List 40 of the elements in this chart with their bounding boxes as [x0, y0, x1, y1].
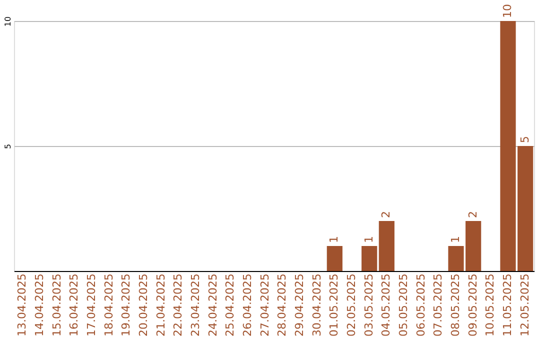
x-tick-label: 25.04.2025: [224, 274, 237, 336]
x-tick-label: 05.05.2025: [397, 274, 410, 336]
x-tick-label: 07.05.2025: [432, 274, 445, 336]
x-tick-label: 06.05.2025: [414, 274, 428, 336]
x-tick-label: 29.04.2025: [293, 274, 306, 336]
x-tick-label: 16.04.2025: [68, 274, 81, 336]
data-label: 1: [362, 236, 376, 243]
x-tick-label: 15.04.2025: [50, 274, 64, 336]
data-label: 5: [518, 136, 532, 143]
x-tick-label: 26.04.2025: [241, 274, 254, 336]
x-tick-label: 04.05.2025: [380, 274, 393, 336]
x-tick-label: 13.04.2025: [16, 274, 29, 336]
x-tick-label: 30.04.2025: [310, 274, 324, 336]
x-tick-label: 08.05.2025: [449, 274, 462, 336]
data-label: 1: [449, 236, 462, 243]
x-tick-label: 03.05.2025: [362, 274, 376, 336]
bar: [362, 246, 378, 271]
x-tick-label: 11.05.2025: [501, 274, 514, 336]
x-tick-label: 17.04.2025: [85, 274, 98, 336]
x-tick-label: 28.04.2025: [276, 274, 289, 336]
x-tick-label: 20.04.2025: [137, 274, 150, 336]
bar: [378, 221, 394, 271]
x-tick-label: 21.04.2025: [154, 274, 168, 336]
x-tick-label: 18.04.2025: [102, 274, 116, 336]
x-tick-label: 10.05.2025: [484, 274, 497, 336]
x-tick-label: 12.05.2025: [518, 274, 532, 336]
data-label: 10: [501, 4, 514, 18]
x-tick-label: 27.04.2025: [258, 274, 272, 336]
x-tick-label: 22.04.2025: [172, 274, 185, 336]
x-tick-label: 19.04.2025: [120, 274, 133, 336]
x-tick-label: 24.04.2025: [206, 274, 220, 336]
x-tick-label: 14.04.2025: [33, 274, 46, 336]
x-tick-label: 01.05.2025: [328, 274, 341, 336]
x-tick-label: 02.05.2025: [345, 274, 358, 336]
data-label: 2: [466, 211, 480, 218]
data-label: 2: [380, 211, 393, 218]
x-tick-label: 09.05.2025: [466, 274, 480, 336]
data-label: 1: [328, 236, 341, 243]
x-tick-label: 23.04.2025: [189, 274, 202, 336]
bar: [326, 246, 342, 271]
